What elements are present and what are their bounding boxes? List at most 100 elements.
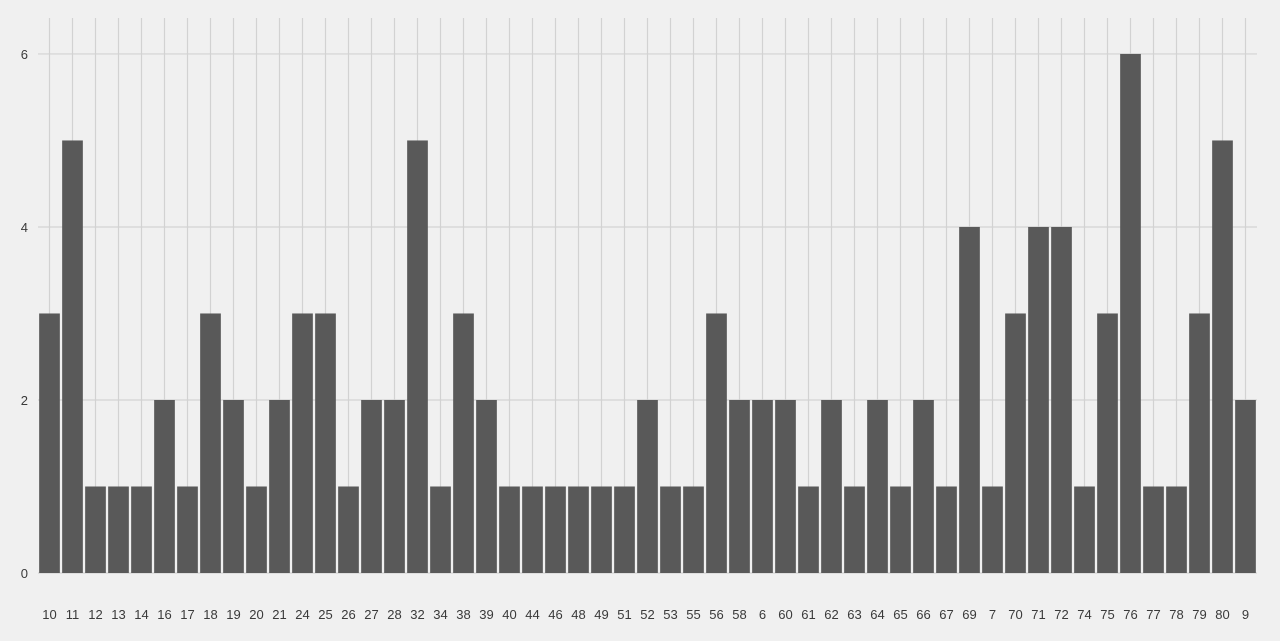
x-tick-label: 46 <box>548 607 562 622</box>
bar-52 <box>637 399 658 573</box>
bar-60 <box>775 399 796 573</box>
x-tick-label: 44 <box>525 607 539 622</box>
x-tick-label: 27 <box>364 607 378 622</box>
bar-49 <box>591 486 612 573</box>
x-tick-label: 10 <box>42 607 56 622</box>
bar-56 <box>706 313 727 573</box>
bar-25 <box>315 313 336 573</box>
x-tick-label: 64 <box>870 607 884 622</box>
bar-19 <box>223 399 244 573</box>
x-tick-label: 48 <box>571 607 585 622</box>
bar-21 <box>269 399 290 573</box>
bar-76 <box>1120 53 1141 573</box>
y-axis: 0 2 4 6 <box>21 47 28 581</box>
x-tick-label: 75 <box>1100 607 1114 622</box>
x-tick-label: 32 <box>410 607 424 622</box>
x-tick-label: 55 <box>686 607 700 622</box>
x-axis: 10 11 12 13 14 16 17 18 19 20 21 24 25 26 27 28 32 34 38 39… <box>42 607 1249 622</box>
bar-20 <box>246 486 267 573</box>
x-tick-label: 6 <box>759 607 766 622</box>
x-tick-label: 34 <box>433 607 447 622</box>
bar-48 <box>568 486 589 573</box>
x-tick-label: 80 <box>1215 607 1229 622</box>
x-tick-label: 49 <box>594 607 608 622</box>
bar-77 <box>1143 486 1164 573</box>
bar-61 <box>798 486 819 573</box>
bar-39 <box>476 399 497 573</box>
bar-7 <box>982 486 1003 573</box>
x-tick-label: 7 <box>989 607 996 622</box>
x-tick-label: 67 <box>939 607 953 622</box>
bar-26 <box>338 486 359 573</box>
bar-69 <box>959 226 980 573</box>
x-tick-label: 21 <box>272 607 286 622</box>
x-tick-label: 69 <box>962 607 976 622</box>
x-tick-label: 58 <box>732 607 746 622</box>
bar-16 <box>154 399 175 573</box>
bar-65 <box>890 486 911 573</box>
x-tick-label: 9 <box>1242 607 1249 622</box>
bar-24 <box>292 313 313 573</box>
bar-32 <box>407 140 428 573</box>
bar-9 <box>1235 399 1256 573</box>
x-tick-label: 28 <box>387 607 401 622</box>
bar-53 <box>660 486 681 573</box>
x-tick-label: 62 <box>824 607 838 622</box>
x-tick-label: 63 <box>847 607 861 622</box>
bar-74 <box>1074 486 1095 573</box>
bar-72 <box>1051 226 1072 573</box>
bar-28 <box>384 399 405 573</box>
x-tick-label: 61 <box>801 607 815 622</box>
bar-51 <box>614 486 635 573</box>
bar-14 <box>131 486 152 573</box>
bar-64 <box>867 399 888 573</box>
x-tick-label: 38 <box>456 607 470 622</box>
bar-6 <box>752 399 773 573</box>
bar-40 <box>499 486 520 573</box>
bar-58 <box>729 399 750 573</box>
x-tick-label: 17 <box>180 607 194 622</box>
x-tick-label: 72 <box>1054 607 1068 622</box>
bar-71 <box>1028 226 1049 573</box>
bar-12 <box>85 486 106 573</box>
bar-55 <box>683 486 704 573</box>
x-tick-label: 51 <box>617 607 631 622</box>
x-tick-label: 66 <box>916 607 930 622</box>
bar-79 <box>1189 313 1210 573</box>
x-tick-label: 78 <box>1169 607 1183 622</box>
x-tick-label: 14 <box>134 607 148 622</box>
x-tick-label: 16 <box>157 607 171 622</box>
x-tick-label: 52 <box>640 607 654 622</box>
bar-17 <box>177 486 198 573</box>
bar-10 <box>39 313 60 573</box>
bar-18 <box>200 313 221 573</box>
bars <box>39 53 1256 573</box>
x-tick-label: 24 <box>295 607 309 622</box>
x-tick-label: 18 <box>203 607 217 622</box>
bar-66 <box>913 399 934 573</box>
y-tick-label: 2 <box>21 393 28 408</box>
x-tick-label: 13 <box>111 607 125 622</box>
x-tick-label: 39 <box>479 607 493 622</box>
bar-13 <box>108 486 129 573</box>
x-tick-label: 26 <box>341 607 355 622</box>
bar-11 <box>62 140 83 573</box>
bar-34 <box>430 486 451 573</box>
x-tick-label: 60 <box>778 607 792 622</box>
bar-78 <box>1166 486 1187 573</box>
bar-44 <box>522 486 543 573</box>
bar-63 <box>844 486 865 573</box>
x-tick-label: 70 <box>1008 607 1022 622</box>
x-tick-label: 77 <box>1146 607 1160 622</box>
bar-46 <box>545 486 566 573</box>
x-tick-label: 79 <box>1192 607 1206 622</box>
x-tick-label: 11 <box>66 607 80 622</box>
bar-75 <box>1097 313 1118 573</box>
x-tick-label: 65 <box>893 607 907 622</box>
bar-70 <box>1005 313 1026 573</box>
x-tick-label: 56 <box>709 607 723 622</box>
x-tick-label: 53 <box>663 607 677 622</box>
x-tick-label: 19 <box>226 607 240 622</box>
bar-27 <box>361 399 382 573</box>
